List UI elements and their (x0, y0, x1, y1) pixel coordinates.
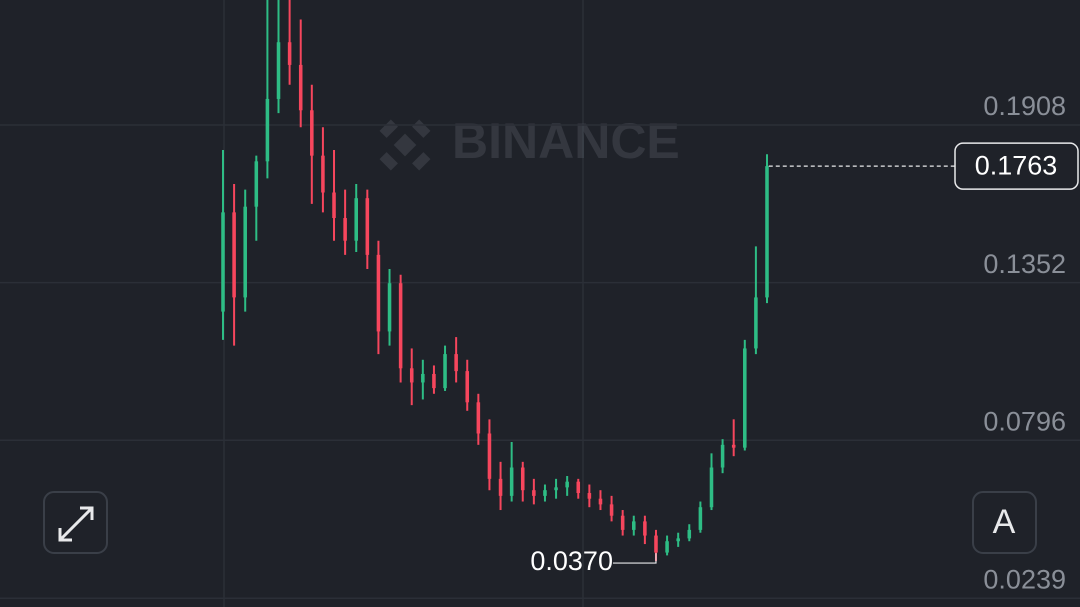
candle-body (698, 507, 703, 530)
last-price-box (954, 142, 1079, 190)
candle-body (298, 64, 303, 111)
candle-body (498, 478, 503, 496)
candle-body (532, 490, 536, 496)
candle-body (376, 254, 381, 332)
candle-body (243, 206, 247, 298)
candle-body (354, 198, 359, 241)
candle-body (365, 198, 370, 255)
candle-body (276, 42, 281, 99)
candle-body (576, 481, 581, 494)
candle-body (398, 283, 403, 369)
candle-body (720, 444, 725, 468)
candle-body (409, 368, 414, 383)
y-tick-label: 0.1908 (983, 91, 1066, 121)
candle-body (754, 297, 758, 349)
candle-body (731, 444, 736, 448)
candle-body (465, 371, 470, 403)
candle-body (509, 467, 514, 496)
candle-body (232, 212, 236, 298)
candle-body (565, 481, 569, 488)
y-tick-label: 0.0796 (983, 406, 1066, 436)
candle-body (631, 521, 636, 530)
candle-body (554, 487, 558, 491)
auto-button-label[interactable]: A (993, 503, 1016, 541)
candle-body (654, 535, 658, 553)
expand-button[interactable] (43, 491, 108, 554)
watermark: BINANCE (379, 113, 680, 171)
candle-body (332, 192, 336, 219)
candle-body (265, 98, 270, 162)
candle-body (221, 212, 225, 312)
candle-body (287, 42, 292, 65)
low-marker-label: 0.0370 (530, 546, 613, 576)
watermark-text: BINANCE (452, 113, 680, 169)
candle-body (454, 354, 458, 372)
candle-body (643, 521, 647, 536)
candle-body (587, 493, 592, 499)
candle-body (620, 515, 625, 530)
y-tick-label: 0.1352 (983, 249, 1066, 279)
candle-body (598, 498, 603, 505)
candle-body (665, 541, 669, 553)
candle-body (421, 373, 425, 383)
auto-button[interactable]: A (972, 491, 1037, 554)
low-marker-line (612, 553, 657, 564)
candle-body (676, 538, 680, 542)
candle-body (765, 166, 769, 298)
candle-body (254, 161, 259, 207)
candle-body (310, 110, 314, 156)
candle-body (709, 467, 714, 508)
candle-body (543, 490, 547, 496)
last-price-label: 0.1763 (975, 150, 1058, 180)
candle-body (321, 155, 325, 193)
candle-body (687, 529, 692, 539)
candle-body (343, 218, 347, 241)
candle-body (609, 504, 614, 516)
candle-body (487, 433, 492, 479)
y-tick-label: 0.0239 (983, 564, 1066, 594)
candle-body (443, 354, 447, 389)
candle-body (432, 373, 436, 389)
candle-body (387, 283, 392, 332)
candle-body (520, 467, 525, 491)
candle-body (476, 402, 481, 434)
candle-body (743, 348, 747, 448)
